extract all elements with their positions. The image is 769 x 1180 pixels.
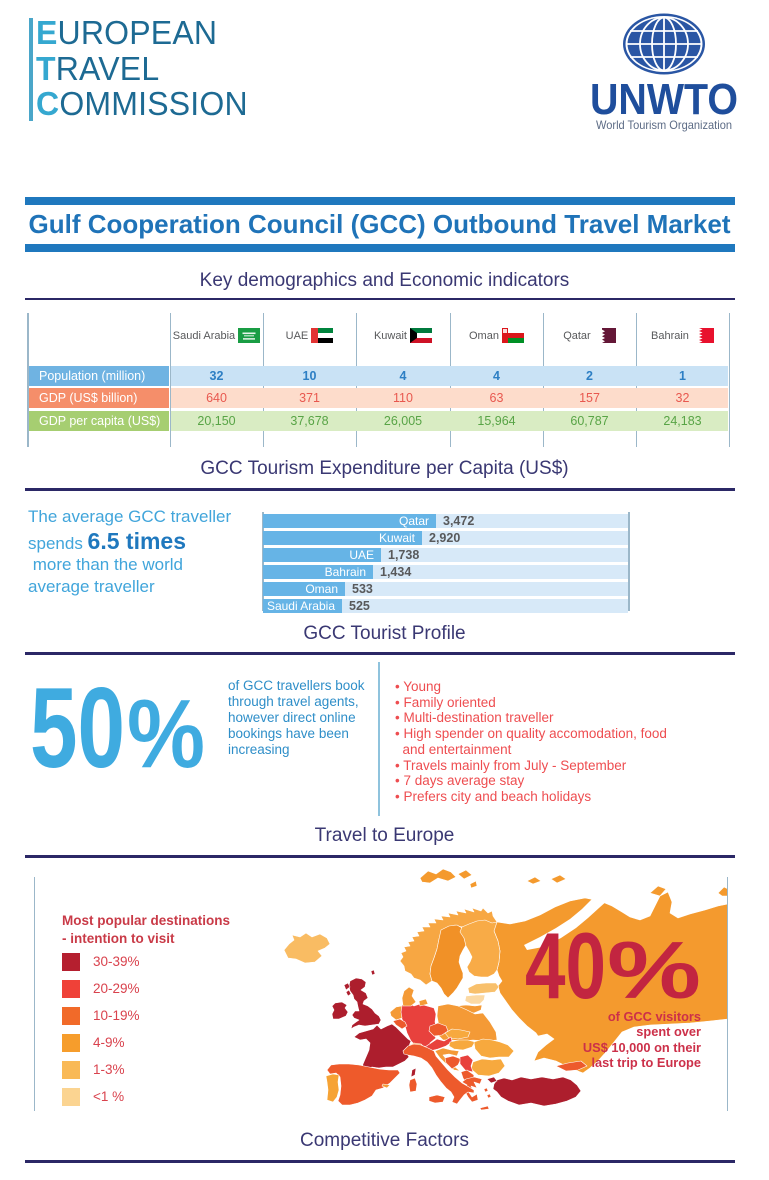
svg-text:spent over: spent over <box>636 1024 701 1039</box>
svg-text:%: % <box>127 679 205 780</box>
svg-text:last trip to Europe: last trip to Europe <box>592 1055 702 1070</box>
svg-text:50: 50 <box>30 665 125 780</box>
svg-text:40: 40 <box>525 915 606 1018</box>
svg-text:%: % <box>607 926 701 1016</box>
svg-text:of GCC visitors: of GCC visitors <box>608 1009 701 1024</box>
svg-text:World Tourism Organization: World Tourism Organization <box>596 118 732 132</box>
svg-text:US$ 10,000 on their: US$ 10,000 on their <box>583 1040 701 1055</box>
svg-text:UNWTO: UNWTO <box>590 75 738 124</box>
